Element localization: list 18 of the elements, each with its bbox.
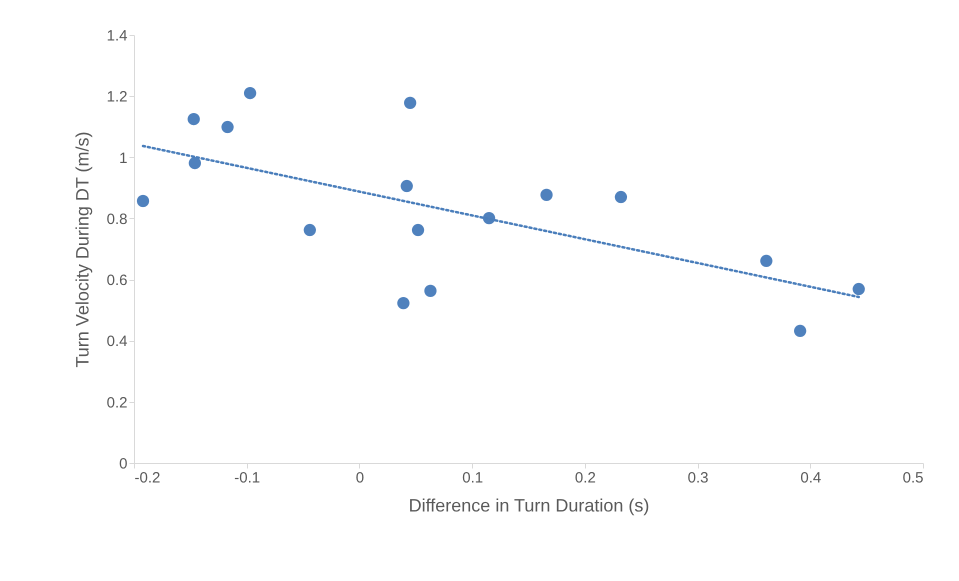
y-tick-label: 0 [119,456,128,472]
y-tick-label: 0.6 [106,272,128,290]
y-tick-label: 0.8 [106,210,128,228]
y-tick-label: 0.4 [106,333,128,350]
y-tick-label: 0.2 [106,394,128,412]
x-tick-label: 0 [356,470,364,486]
x-tick-label: 0.2 [574,470,596,486]
x-tick-label: 0.3 [688,470,708,486]
x-axis-title: Difference in Turn Duration (s) [408,496,650,516]
x-tick-label: 0.5 [902,470,924,486]
x-tick-label: -0.1 [234,470,260,486]
y-tick-label: 1.2 [106,88,128,106]
x-tick-label: 0.1 [462,470,484,486]
x-tick-label: 0.4 [800,470,822,486]
y-axis-title: Turn Velocity During DT (m/s) [72,131,93,368]
y-tick-label: 1 [119,150,128,167]
x-tick-label: -0.2 [134,470,160,486]
y-tick-label: 1.4 [106,28,128,44]
